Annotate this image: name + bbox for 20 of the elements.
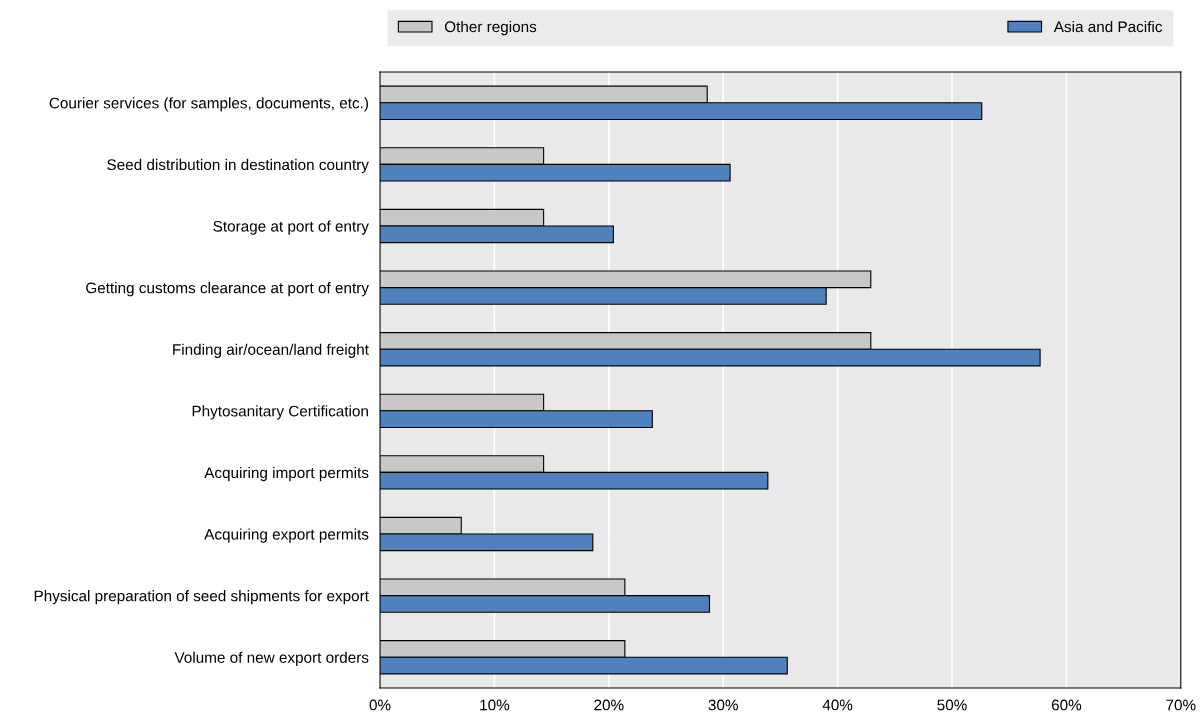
x-tick-label: 40%: [822, 699, 853, 711]
x-tick-label: 10%: [480, 699, 510, 711]
legend-label: Asia and Pacific: [1053, 20, 1163, 33]
legend-label: Other regions: [444, 20, 537, 36]
y-tick-label: Storage at port of entry: [213, 220, 369, 235]
x-tick-label: 30%: [708, 699, 738, 711]
x-tick-label: 20%: [594, 699, 624, 711]
y-tick-label: Volume of new export orders: [174, 651, 369, 666]
x-tick-label: 50%: [937, 699, 967, 711]
y-tick-label: Getting customs clearance at port of entry: [86, 282, 369, 297]
x-tick-label: 70%: [1166, 699, 1196, 711]
y-tick-label: Phytosanitary Certification: [192, 405, 368, 420]
y-tick-label: Acquiring export permits: [204, 528, 369, 543]
y-tick-label: Finding air/ocean/land freight: [173, 343, 369, 358]
y-tick-label: Physical preparation of seed shipments for export: [34, 590, 369, 605]
x-tick-label: 0%: [369, 699, 391, 711]
x-tick-label: 60%: [1051, 699, 1082, 711]
y-tick-label: Courier services (for samples, documents, etc.): [49, 97, 368, 112]
y-tick-label: Acquiring import permits: [204, 466, 369, 482]
y-tick-label: Seed distribution in destination country: [107, 158, 369, 174]
